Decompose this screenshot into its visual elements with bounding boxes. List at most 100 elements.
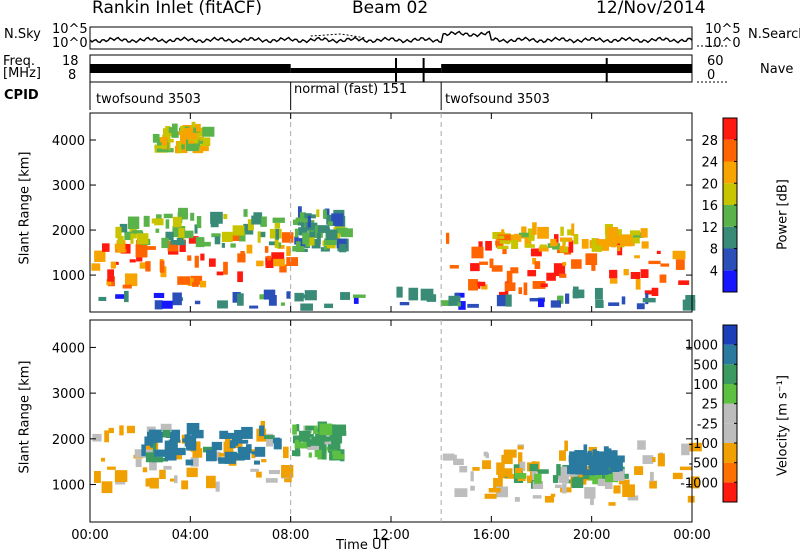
data-cell — [316, 232, 321, 245]
data-cell — [456, 292, 465, 298]
data-cell — [200, 253, 205, 261]
data-cell — [607, 448, 612, 460]
data-cell — [633, 238, 638, 242]
data-cell — [172, 292, 182, 306]
cpid-segment-2: normal (fast) 151 — [294, 82, 408, 97]
colorbar-cell — [723, 226, 737, 249]
data-cell — [550, 300, 561, 308]
data-cell — [237, 271, 243, 283]
data-cell — [314, 436, 325, 445]
data-cell — [124, 290, 129, 303]
data-cell — [648, 260, 661, 265]
data-cell — [230, 234, 240, 241]
data-cell — [108, 427, 114, 434]
data-cell — [297, 222, 305, 226]
data-cell — [688, 442, 702, 452]
data-cell — [91, 263, 101, 271]
colorbar-tick-label: 24 — [701, 156, 718, 171]
data-cell — [172, 216, 182, 228]
data-cell — [320, 451, 326, 460]
data-cell — [308, 452, 312, 458]
data-cell — [155, 228, 160, 233]
data-cell — [499, 291, 509, 298]
colorbar-tick-label: 4 — [710, 264, 718, 279]
data-cell — [187, 255, 192, 261]
data-cell — [325, 229, 338, 240]
colorbar-cell — [723, 384, 737, 404]
data-cell — [471, 246, 484, 259]
data-cell — [609, 269, 618, 279]
data-cell — [234, 429, 243, 441]
data-cell — [246, 244, 253, 254]
data-cell — [224, 451, 236, 464]
colorbar — [722, 324, 738, 503]
data-cell — [660, 263, 670, 267]
data-cell — [564, 440, 568, 452]
data-cell — [307, 445, 319, 451]
data-cell — [171, 429, 181, 443]
colorbar-tick-label: -1000 — [680, 476, 718, 491]
data-cell — [196, 140, 204, 144]
nave-label: Nave — [760, 62, 794, 77]
data-cell — [237, 293, 244, 306]
data-cell — [571, 477, 584, 489]
data-cell — [273, 438, 282, 450]
data-cell — [221, 231, 233, 242]
data-cell — [617, 244, 621, 252]
colorbar-cell — [723, 325, 737, 345]
data-cell — [591, 238, 597, 249]
data-cell — [627, 242, 635, 247]
data-cell — [102, 243, 110, 252]
cpid-segment-3: twofsound 3503 — [445, 92, 550, 107]
data-cell — [260, 216, 267, 227]
data-cell — [517, 476, 526, 482]
colorbar-tick-label: 100 — [693, 378, 718, 393]
colorbar-tick-label: 8 — [710, 243, 718, 258]
data-cell — [210, 211, 223, 224]
data-cell — [135, 245, 148, 258]
data-cell — [165, 219, 170, 229]
data-cell — [164, 452, 177, 461]
data-cell — [524, 235, 532, 248]
data-cell — [142, 467, 148, 473]
data-cell — [585, 253, 598, 266]
data-cell — [470, 471, 474, 482]
data-cell — [596, 451, 608, 463]
nave-tick-low: 0 — [707, 68, 716, 83]
nsky-line — [89, 30, 693, 44]
data-cell — [194, 300, 201, 305]
data-cell — [589, 452, 593, 459]
data-cell — [194, 255, 199, 268]
data-cell — [644, 290, 655, 295]
data-cell — [159, 260, 165, 273]
freq-band — [290, 68, 442, 73]
data-cell — [610, 450, 618, 462]
data-cell — [681, 443, 690, 456]
data-cell — [167, 138, 174, 143]
x-tick-label: 00:00 — [71, 528, 108, 543]
data-cell — [92, 433, 102, 442]
freq-tick-low: 8 — [68, 68, 77, 83]
data-cell — [202, 126, 215, 137]
data-cell — [502, 247, 507, 255]
data-cell — [161, 300, 173, 309]
data-cell — [324, 238, 337, 246]
data-cell — [562, 239, 566, 245]
data-cell — [597, 478, 606, 487]
data-cell — [324, 303, 334, 309]
data-cell — [170, 239, 181, 245]
data-cell — [675, 259, 685, 270]
data-cell — [115, 294, 129, 299]
data-cell — [122, 284, 132, 289]
nsearch-tick-low: 10^0 — [705, 36, 741, 51]
data-cell — [280, 302, 285, 306]
station-title: Rankin Inlet (fitACF) — [92, 0, 263, 18]
data-cell — [179, 239, 186, 252]
data-cell — [164, 440, 169, 447]
data-cell — [161, 457, 169, 462]
data-cell — [496, 294, 506, 307]
data-cell — [229, 440, 236, 449]
data-cell — [606, 227, 619, 239]
data-cell — [613, 485, 621, 494]
data-cell — [178, 207, 188, 220]
